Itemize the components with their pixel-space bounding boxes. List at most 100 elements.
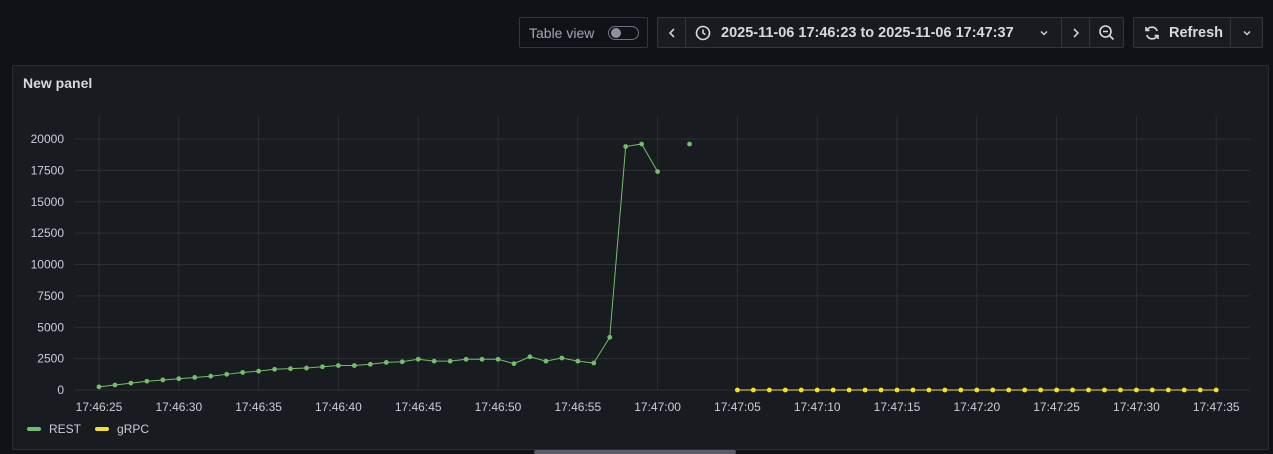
data-point-rest	[112, 382, 118, 388]
data-point-grpc	[1006, 387, 1012, 393]
data-point-grpc	[782, 387, 788, 393]
x-tick-label: 17:46:45	[395, 400, 442, 414]
data-point-rest	[415, 356, 421, 362]
switch-knob	[611, 28, 621, 38]
chevron-left-icon	[668, 27, 675, 38]
data-point-grpc	[1102, 387, 1107, 393]
data-point-rest	[320, 364, 325, 370]
time-back-button[interactable]	[658, 18, 685, 47]
x-tick-label: 17:46:35	[235, 400, 282, 414]
data-point-grpc	[1165, 387, 1171, 393]
chart-legend: REST gRPC	[27, 422, 163, 436]
data-point-grpc	[990, 387, 996, 393]
data-point-grpc	[942, 387, 948, 393]
table-view-switch[interactable]	[608, 26, 639, 40]
chevron-right-icon	[1072, 27, 1079, 38]
data-point-rest	[463, 356, 469, 362]
refresh-icon	[1145, 26, 1159, 40]
data-point-rest	[208, 373, 214, 379]
data-point-rest	[176, 376, 182, 382]
data-point-rest	[367, 361, 373, 367]
y-tick-label: 12500	[31, 226, 65, 240]
divider	[1089, 18, 1090, 47]
data-point-grpc	[1213, 387, 1219, 393]
data-point-grpc	[1070, 387, 1075, 393]
time-forward-button[interactable]	[1062, 18, 1089, 47]
x-tick-label: 17:47:00	[634, 400, 681, 414]
data-point-grpc	[1181, 387, 1187, 393]
legend-swatch-grpc	[95, 427, 110, 431]
data-point-rest	[240, 370, 246, 375]
data-point-rest	[224, 371, 230, 377]
data-point-rest	[575, 358, 581, 364]
legend-swatch-rest	[27, 427, 41, 431]
legend-label-grpc: gRPC	[117, 422, 150, 436]
x-tick-label: 17:46:30	[155, 400, 202, 414]
x-tick-label: 17:47:25	[1033, 400, 1080, 414]
legend-item-rest[interactable]: REST	[27, 422, 81, 436]
zoom-out-button[interactable]	[1090, 18, 1123, 47]
data-point-grpc	[735, 387, 740, 393]
y-tick-label: 15000	[31, 195, 65, 209]
data-point-rest	[272, 366, 277, 372]
x-tick-label: 17:47:30	[1113, 400, 1160, 414]
data-point-rest	[96, 384, 102, 390]
series-line-rest	[98, 143, 659, 388]
data-point-grpc	[1118, 387, 1123, 393]
data-point-grpc	[1197, 387, 1203, 393]
refresh-label: Refresh	[1169, 25, 1223, 41]
legend-item-grpc[interactable]: gRPC	[95, 422, 149, 436]
x-tick-label: 17:47:15	[874, 400, 921, 414]
panel-title[interactable]: New panel	[23, 75, 93, 91]
data-point-rest	[447, 358, 453, 364]
data-point-rest	[304, 365, 309, 371]
data-point-rest	[543, 358, 549, 364]
data-point-grpc	[1086, 387, 1091, 393]
data-point-rest	[479, 356, 485, 362]
refresh-interval-button[interactable]	[1231, 18, 1262, 47]
zoom-out-icon	[1098, 24, 1114, 40]
chevron-down-icon	[1040, 30, 1048, 36]
y-tick-label: 17500	[31, 163, 65, 177]
data-point-grpc	[958, 387, 964, 393]
dashboard-toolbar: Table view 2025-11-06 17:46:23 to 2025-1…	[0, 17, 1273, 49]
data-point-grpc	[750, 387, 756, 393]
data-point-grpc	[830, 387, 836, 393]
y-tick-label: 7500	[37, 289, 64, 303]
data-point-rest	[639, 141, 645, 147]
data-point-grpc	[894, 387, 900, 393]
chevron-down-icon	[1242, 30, 1251, 36]
data-point-rest	[336, 363, 341, 368]
data-point-rest	[192, 375, 198, 380]
data-point-rest	[591, 360, 597, 366]
data-point-grpc	[766, 387, 772, 393]
x-tick-label: 17:46:55	[554, 400, 601, 414]
data-point-grpc	[814, 387, 820, 393]
table-view-toggle[interactable]: Table view	[519, 17, 648, 48]
data-point-rest	[687, 141, 692, 147]
data-point-rest	[559, 355, 565, 361]
x-tick-label: 17:46:25	[76, 400, 123, 414]
data-point-rest	[128, 380, 134, 386]
data-point-rest	[623, 144, 629, 149]
x-tick-label: 17:47:35	[1193, 400, 1240, 414]
x-tick-label: 17:47:10	[794, 400, 841, 414]
x-tick-label: 17:46:50	[475, 400, 522, 414]
table-view-label: Table view	[529, 24, 595, 41]
horizontal-scrollbar[interactable]	[534, 450, 736, 454]
data-point-grpc	[1038, 387, 1044, 393]
data-point-rest	[160, 377, 166, 383]
data-point-rest	[383, 359, 389, 365]
y-tick-label: 10000	[31, 258, 65, 272]
data-point-grpc	[846, 387, 852, 393]
data-point-rest	[256, 368, 261, 374]
refresh-picker: Refresh	[1133, 17, 1263, 48]
data-point-rest	[495, 356, 501, 362]
data-point-rest	[431, 358, 437, 364]
x-tick-label: 17:47:20	[953, 400, 1000, 414]
divider	[685, 18, 686, 47]
time-range-text: 2025-11-06 17:46:23 to 2025-11-06 17:47:…	[721, 25, 1014, 41]
panel: New panel 0 2500 5000 7500 10000 12500 15000 17…	[12, 65, 1269, 450]
y-tick-label: 5000	[37, 320, 64, 334]
time-series-chart: 0 2500 5000 7500 10000 12500 15000 17500 20000 17…	[31, 116, 1250, 414]
